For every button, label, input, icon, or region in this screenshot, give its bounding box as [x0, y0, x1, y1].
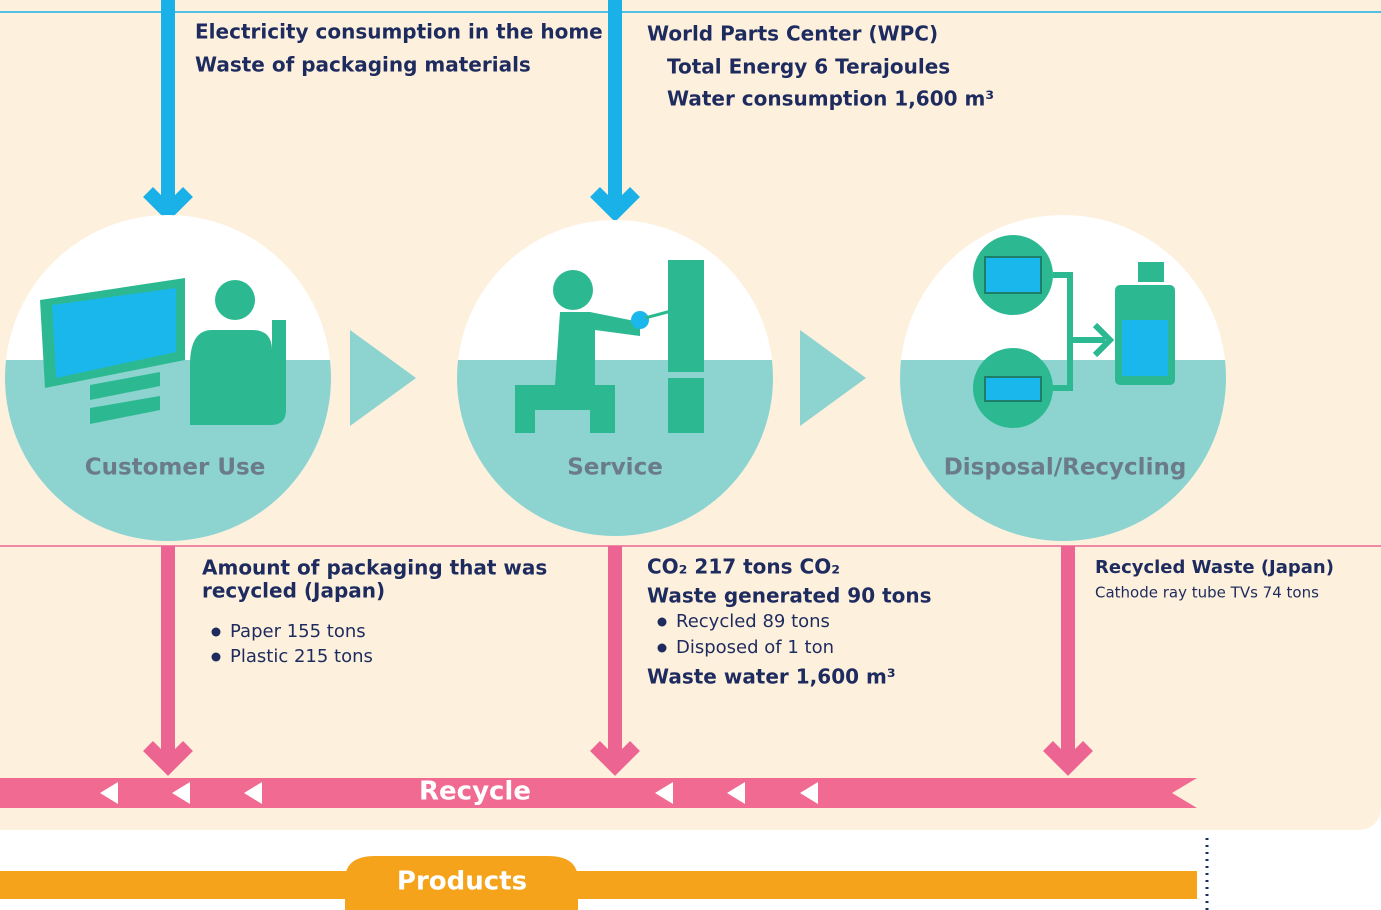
icon-service	[515, 260, 704, 433]
input-text: Total Energy 6 Terajoules	[667, 55, 950, 79]
icon-recycling	[973, 235, 1175, 428]
recycle-band: Recycle	[0, 777, 1197, 808]
bullet	[211, 652, 221, 662]
input-arrows	[143, 0, 640, 222]
icon-customer	[40, 278, 286, 425]
output-text: CO₂ 217 tons CO₂	[647, 555, 840, 579]
bullet	[657, 643, 667, 653]
input-text: Waste of packaging materials	[195, 53, 531, 77]
products-label: Products	[397, 867, 527, 897]
bullet	[211, 627, 221, 637]
stage-label: Disposal/Recycling	[944, 455, 1187, 481]
output-title: Amount of packaging that was	[202, 556, 547, 580]
output-arrows	[143, 546, 1093, 776]
output-bullet: Plastic 215 tons	[230, 646, 373, 667]
input-title: World Parts Center (WPC)	[647, 22, 938, 46]
output-bullet: Recycled 89 tons	[676, 611, 830, 632]
recycle-label: Recycle	[419, 777, 531, 807]
output-title: recycled (Japan)	[202, 579, 385, 603]
input-text: Electricity consumption in the home	[195, 20, 603, 44]
products-band: Products	[0, 838, 1209, 910]
output-text: Cathode ray tube TVs 74 tons	[1095, 584, 1319, 602]
output-title: Recycled Waste (Japan)	[1095, 557, 1334, 578]
output-bullet: Paper 155 tons	[230, 621, 366, 642]
stage-label: Customer Use	[85, 455, 266, 481]
output-text: Waste generated 90 tons	[647, 584, 932, 608]
output-footer: Waste water 1,600 m³	[647, 665, 896, 689]
bullet	[657, 617, 667, 627]
input-text: Water consumption 1,600 m³	[667, 87, 994, 111]
stage-label: Service	[567, 455, 663, 481]
output-bullet: Disposed of 1 ton	[676, 637, 834, 658]
